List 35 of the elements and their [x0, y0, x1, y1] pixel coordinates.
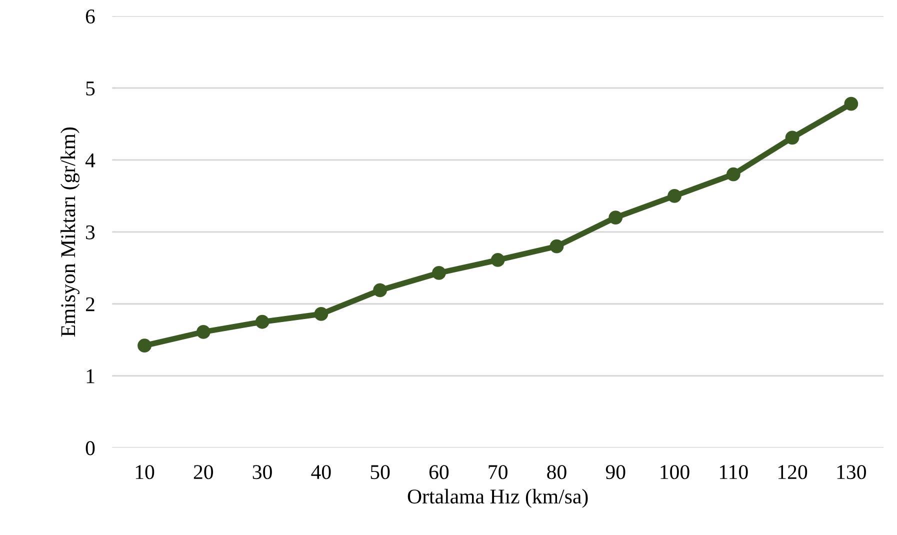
y-tick-label: 5	[86, 82, 95, 96]
point	[373, 283, 388, 298]
point	[726, 167, 740, 182]
x-tick-label: 110	[720, 465, 748, 480]
x-tick-label: 40	[311, 465, 331, 480]
x-tick-label: 50	[370, 465, 390, 480]
x-tick-label: 80	[547, 465, 566, 480]
y-tick-label: 1	[86, 369, 94, 384]
point	[608, 210, 623, 224]
x-tick-label: 130	[837, 465, 866, 480]
y-axis-title: Emisyon Miktarı (gr/km)	[60, 128, 80, 337]
point	[668, 189, 682, 203]
point	[844, 96, 858, 111]
x-axis-title: Ortalama Hız (km/sa)	[408, 488, 588, 508]
x-tick-label: 60	[429, 465, 449, 480]
x-tick-label: 10	[136, 465, 154, 480]
y-tick-label: 3	[86, 225, 95, 240]
y-tick-label: 4	[85, 153, 96, 168]
x-tick-label: 90	[606, 465, 626, 480]
x-tick-label: 20	[194, 465, 214, 480]
point	[432, 266, 446, 280]
point	[490, 253, 505, 267]
x-tick-label: 70	[488, 465, 508, 480]
point	[138, 338, 152, 353]
y-tick-label: 0	[86, 441, 95, 456]
point	[785, 130, 800, 145]
x-tick-label: 120	[778, 465, 808, 480]
x-tick-label: 30	[252, 465, 272, 480]
y-tick-label: 6	[86, 9, 95, 24]
point	[314, 307, 328, 321]
point	[196, 325, 210, 339]
x-tick-label: 100	[660, 465, 690, 480]
point	[255, 314, 270, 329]
point	[550, 239, 564, 254]
y-tick-label: 2	[86, 297, 94, 312]
